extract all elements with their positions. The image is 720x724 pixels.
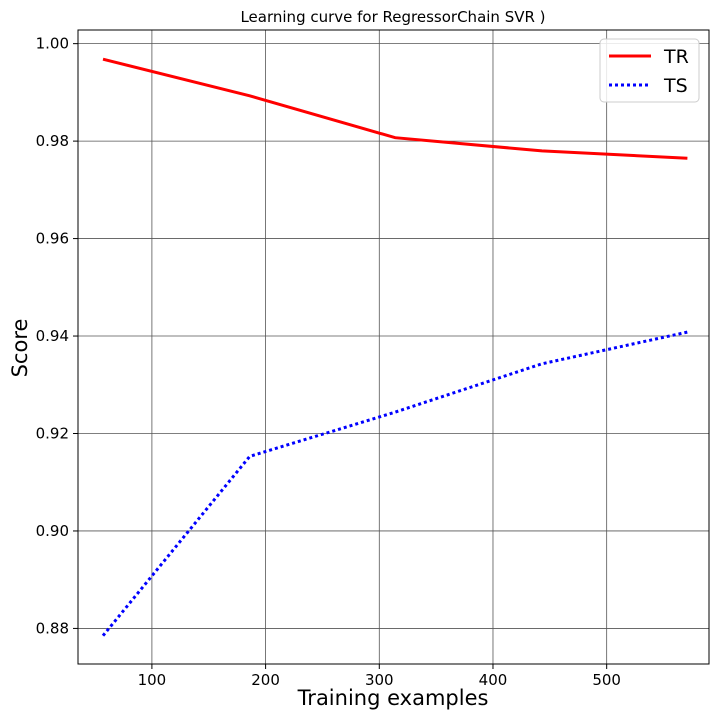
y-tick-label: 0.94 <box>36 327 69 345</box>
x-axis-label: Training examples <box>297 686 489 710</box>
y-tick-label: 0.96 <box>36 230 69 248</box>
y-tick-label: 0.90 <box>36 522 69 540</box>
x-axis: 100 200 300 400 500 <box>138 664 621 689</box>
x-tick-label: 400 <box>479 671 508 689</box>
plot-lines <box>101 57 688 637</box>
legend: TR TS <box>599 38 700 103</box>
y-axis: 0.88 0.90 0.92 0.94 0.96 0.98 1.00 <box>36 35 78 637</box>
x-tick-label: 100 <box>138 671 167 689</box>
series-line-tr <box>102 57 688 160</box>
y-tick-label: 1.00 <box>36 35 69 53</box>
chart-title: Learning curve for RegressorChain SVR ) <box>240 8 545 26</box>
y-tick-label: 0.92 <box>36 424 69 442</box>
x-tick-label: 200 <box>251 671 280 689</box>
x-tick-label: 500 <box>592 671 621 689</box>
y-tick-label: 0.98 <box>36 132 69 150</box>
plot-frame <box>77 29 710 665</box>
y-tick-label: 0.88 <box>36 619 69 637</box>
grid-lines <box>78 30 709 664</box>
y-axis-label: Score <box>8 319 32 378</box>
legend-label-ts: TS <box>663 75 688 97</box>
x-tick-label: 300 <box>365 671 394 689</box>
legend-label-tr: TR <box>663 46 689 68</box>
